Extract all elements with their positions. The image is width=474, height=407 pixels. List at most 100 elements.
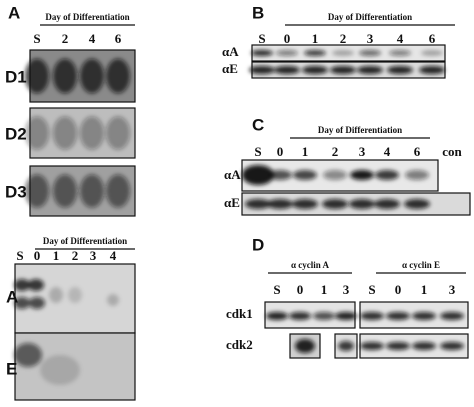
lane-label: 0 — [395, 282, 402, 297]
band — [338, 341, 354, 351]
band — [53, 58, 77, 94]
band — [106, 58, 130, 94]
lane-label: 4 — [110, 248, 117, 263]
row-label: D2 — [5, 124, 27, 143]
band — [304, 50, 326, 56]
row-label: D3 — [5, 182, 27, 201]
band — [360, 312, 384, 320]
band — [293, 170, 317, 180]
panel-label: C — [252, 115, 264, 134]
band — [80, 116, 104, 150]
lane-label: S — [258, 31, 265, 46]
lane-label: 1 — [302, 144, 309, 159]
band — [440, 342, 464, 350]
band — [274, 66, 300, 74]
band — [68, 287, 82, 303]
band — [349, 199, 375, 209]
row-label: αE — [224, 195, 240, 210]
bands — [25, 174, 130, 208]
lane-label: 1 — [312, 31, 319, 46]
band — [251, 50, 273, 56]
lane-label: 1 — [421, 282, 428, 297]
bands — [245, 199, 430, 209]
band — [242, 165, 274, 185]
band — [374, 199, 400, 209]
band — [268, 170, 292, 180]
band — [332, 50, 354, 56]
bands — [266, 312, 357, 320]
lane-label: 1 — [321, 282, 328, 297]
bands — [14, 279, 119, 309]
row-label: D1 — [5, 67, 27, 86]
band — [53, 116, 77, 150]
band — [40, 355, 80, 385]
band — [322, 199, 348, 209]
band — [440, 312, 464, 320]
lane-label: 4 — [384, 144, 391, 159]
band — [375, 170, 399, 180]
band — [412, 342, 436, 350]
band — [25, 174, 49, 208]
band — [386, 312, 410, 320]
row-label: αA — [224, 167, 241, 182]
band — [302, 66, 328, 74]
band — [276, 50, 298, 56]
panel-header: α cyclin E — [402, 260, 440, 270]
lane-label: con — [442, 144, 462, 159]
band — [360, 342, 384, 350]
lane-label: S — [273, 282, 280, 297]
lane-label: 6 — [429, 31, 436, 46]
band — [389, 50, 411, 56]
lane-label: S — [368, 282, 375, 297]
band — [292, 199, 318, 209]
band — [330, 66, 356, 74]
band — [404, 199, 430, 209]
panel-label: A — [8, 3, 20, 22]
panel-header: α cyclin A — [291, 260, 330, 270]
row-label: αE — [222, 61, 238, 76]
bands — [14, 343, 80, 385]
band — [405, 170, 429, 180]
lane-label: 3 — [367, 31, 374, 46]
band — [25, 116, 49, 150]
lane-label: 0 — [277, 144, 284, 159]
panel-label: B — [252, 3, 264, 22]
lane-label: 0 — [297, 282, 304, 297]
band — [249, 66, 275, 74]
band — [419, 66, 445, 74]
band — [266, 312, 288, 320]
lane-label: 3 — [343, 282, 350, 297]
band — [80, 174, 104, 208]
row-label: A — [6, 287, 18, 306]
band — [53, 174, 77, 208]
lane-label: S — [254, 144, 261, 159]
panel-header: Day of Differentiation — [318, 125, 402, 135]
band — [421, 50, 443, 56]
lane-label: 4 — [89, 31, 96, 46]
band — [350, 170, 374, 180]
panel-header: Day of Differentiation — [45, 12, 129, 22]
lane-label: 3 — [90, 248, 97, 263]
band — [359, 50, 381, 56]
band — [29, 297, 45, 309]
band — [28, 279, 44, 291]
band — [14, 279, 30, 291]
lane-label: S — [33, 31, 40, 46]
row-label: αA — [222, 44, 239, 59]
lane-label: 0 — [284, 31, 291, 46]
bands — [249, 66, 445, 74]
band — [267, 199, 293, 209]
bands — [338, 341, 354, 351]
figure-layer: A Day of Differentiation S 2 4 6 D1 D2 D3 Day of … — [5, 3, 471, 401]
band — [80, 58, 104, 94]
panel-header: Day of Differentiation — [43, 236, 127, 246]
band — [289, 312, 311, 320]
band — [106, 174, 130, 208]
lane-label: 6 — [414, 144, 421, 159]
lane-label: 3 — [359, 144, 366, 159]
lane-label: 2 — [72, 248, 79, 263]
band — [412, 312, 436, 320]
bands — [242, 165, 429, 185]
lane-label: S — [16, 248, 23, 263]
row-label: cdk1 — [226, 306, 253, 321]
